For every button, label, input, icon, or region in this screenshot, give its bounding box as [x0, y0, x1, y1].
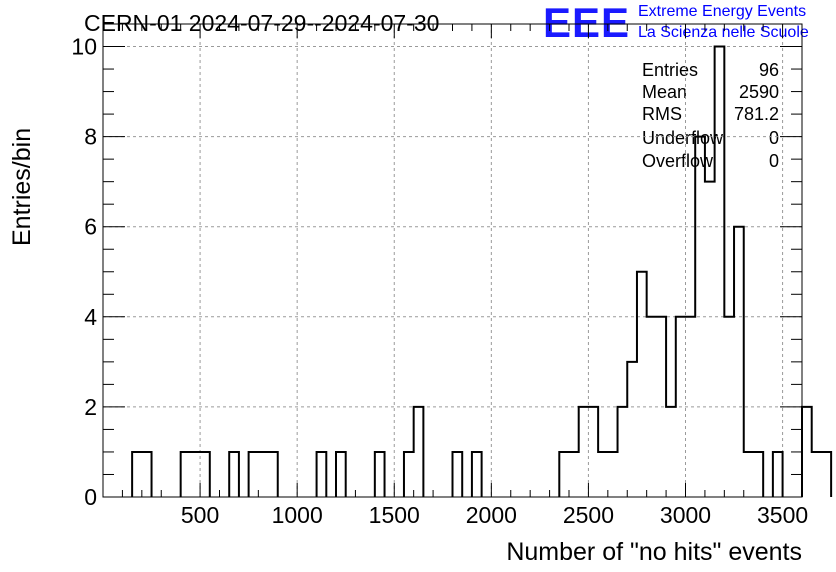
stat-mean-value: 2590: [738, 82, 779, 102]
x-tick-label: 3500: [757, 502, 808, 528]
histogram-bin: [200, 452, 210, 497]
stat-overflow-value: 0: [768, 151, 779, 171]
histogram-bin: [753, 452, 763, 497]
logo-line-2: La Scienza nelle Scuole: [638, 24, 809, 41]
histogram-bin: [132, 452, 142, 497]
histogram-bin: [336, 452, 346, 497]
stat-entries-value: 96: [758, 60, 779, 80]
histogram-bin: [608, 452, 618, 497]
histogram-bin: [453, 452, 463, 497]
y-tick-label: 0: [84, 484, 97, 510]
stat-rms-value: 781.2: [733, 104, 779, 124]
histogram-bin: [588, 407, 598, 497]
histogram-bin: [268, 452, 278, 497]
histogram-bin: [375, 452, 385, 497]
histogram-bin: [734, 227, 744, 497]
histogram-bin: [637, 272, 647, 497]
x-tick-label: 2000: [466, 502, 517, 528]
histogram-bin: [559, 452, 569, 497]
histogram-bin: [802, 407, 812, 497]
histogram-bin: [598, 452, 608, 497]
histogram-bin: [569, 452, 579, 497]
histogram-outline: [131, 45, 833, 497]
x-axis-label: Number of "no hits" events: [506, 538, 802, 566]
histogram-bin: [229, 452, 239, 497]
y-tick-label: 4: [84, 304, 97, 330]
x-tick-label: 3000: [660, 502, 711, 528]
y-tick-label: 8: [84, 124, 97, 150]
histogram-bin: [773, 452, 783, 497]
plot-frame: [102, 23, 803, 498]
histogram-bin: [744, 452, 754, 497]
histogram-bin: [666, 407, 676, 497]
stat-underflow-label: Underflow: [642, 128, 724, 148]
stat-underflow-value: 0: [768, 128, 779, 148]
x-tick-label: 500: [181, 502, 219, 528]
histogram-bin: [249, 452, 259, 497]
histogram-bin: [181, 452, 191, 497]
histogram-bin: [705, 182, 715, 497]
eee-logo: EEE: [543, 0, 631, 46]
histogram-bin: [317, 452, 327, 497]
histogram-bin: [627, 362, 637, 497]
histogram-bin: [618, 407, 628, 497]
y-tick-label: 2: [84, 394, 97, 420]
histogram-bin: [414, 407, 424, 497]
histogram-bin: [142, 452, 152, 497]
histogram-bin: [258, 452, 268, 497]
histogram-bin: [821, 452, 831, 497]
stat-entries-label: Entries: [642, 60, 699, 80]
x-tick-label: 1000: [272, 502, 323, 528]
histogram-bin: [190, 452, 200, 497]
logo-line-1: Extreme Energy Events: [638, 3, 807, 20]
histogram-bin: [812, 452, 822, 497]
histogram-bin: [715, 47, 725, 497]
stat-rms-label: RMS: [642, 104, 682, 124]
histogram-bin: [404, 452, 414, 497]
histogram-bin: [472, 452, 482, 497]
chart-title: CERN-01 2024-07-29--2024-07-30: [84, 10, 440, 36]
y-tick-label: 10: [71, 34, 97, 60]
y-tick-label: 6: [84, 214, 97, 240]
x-tick-label: 2500: [563, 502, 614, 528]
x-tick-label: 1500: [369, 502, 420, 528]
histogram-bin: [579, 407, 589, 497]
stat-mean-label: Mean: [642, 82, 688, 102]
